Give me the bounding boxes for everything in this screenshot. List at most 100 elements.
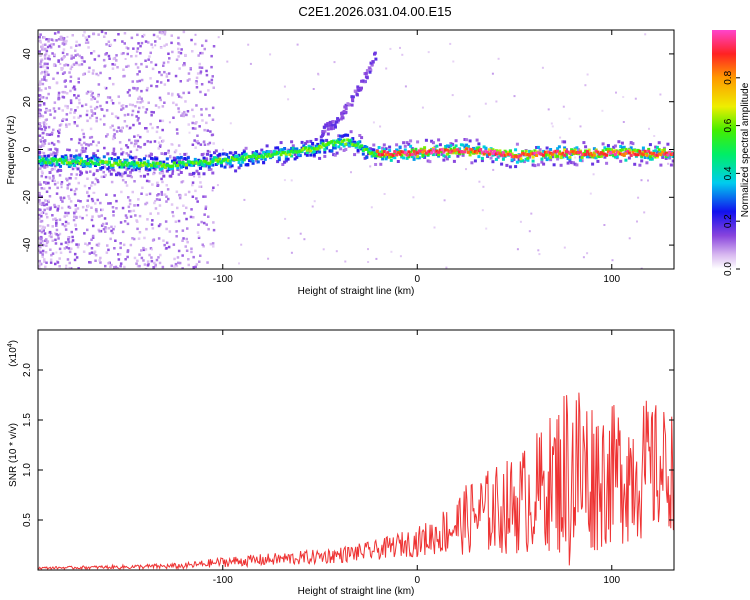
- spectrogram-noise-cell: [180, 96, 183, 99]
- spectrogram-noise-cell: [129, 243, 133, 247]
- spectrogram-ridge-cell: [643, 149, 647, 153]
- spectrogram-ridge-cell: [417, 156, 421, 160]
- spectrogram-ridge-cell: [269, 150, 273, 153]
- spectrogram-ridge-cell: [290, 154, 294, 158]
- spectrogram-ridge-cell: [648, 143, 652, 147]
- spectrogram-ridge-cell: [654, 149, 658, 153]
- spectrogram-noise-cell: [158, 96, 162, 100]
- spectrogram-ridge-cell: [391, 154, 395, 157]
- snr-y-multiplier-base: (x10: [8, 347, 19, 367]
- spectrogram-noise-cell: [636, 220, 638, 223]
- spectrogram-noise-cell: [64, 85, 67, 88]
- spectrogram-ridge-cell: [613, 152, 617, 156]
- spectrogram-branch-cell: [351, 98, 354, 101]
- spectrogram-noise-cell: [40, 48, 44, 51]
- spectrogram-noise-cell: [168, 57, 171, 60]
- spectrogram-ridge-cell: [640, 152, 644, 156]
- spectrogram-ridge-cell: [484, 149, 488, 153]
- spectrogram-noise-cell: [69, 101, 73, 105]
- spectrogram-noise-cell: [70, 165, 73, 168]
- spectrogram-noise-cell: [155, 258, 159, 262]
- spectrogram-noise-cell: [194, 33, 197, 36]
- spectrogram-noise-cell: [175, 103, 178, 107]
- spectrogram-noise-cell: [46, 109, 50, 112]
- spectrogram-ridge-cell: [80, 171, 83, 175]
- spectrogram-noise-cell: [38, 144, 41, 147]
- spectrogram-ridge-cell: [360, 147, 364, 151]
- spectrogram-ridge-cell: [232, 154, 236, 157]
- spectrogram-ridge-cell: [636, 153, 640, 157]
- spectrogram-noise-cell: [122, 52, 125, 55]
- spectrogram-noise-cell: [207, 215, 210, 218]
- spectrogram-ridge-cell: [402, 150, 406, 154]
- spectrogram-noise-cell: [81, 146, 84, 150]
- spectrogram-noise-cell: [91, 72, 95, 75]
- spectrogram-ridge-cell: [615, 150, 619, 154]
- spectrogram-noise-cell: [43, 78, 46, 81]
- spectrogram-ridge-cell: [601, 149, 605, 153]
- spectrogram-ridge-cell: [589, 151, 593, 155]
- spectrogram-noise-cell: [199, 185, 203, 188]
- spectrogram-noise-cell: [49, 113, 52, 116]
- spectrogram-noise-cell: [46, 66, 49, 70]
- spectrogram-noise-cell: [43, 55, 47, 58]
- spectrogram-noise-cell: [77, 94, 80, 98]
- spectrogram-noise-cell: [108, 96, 112, 99]
- spectrogram-ridge-cell: [172, 161, 176, 165]
- spectrogram-ridge-cell: [409, 150, 413, 154]
- spectrogram-ridge-cell: [230, 158, 234, 162]
- spectrogram-ridge-cell: [671, 159, 674, 163]
- spectrogram-ridge-cell: [456, 150, 460, 154]
- spectrogram-noise-cell: [117, 126, 120, 129]
- spectrogram-ridge-cell: [356, 148, 360, 152]
- spectrogram-ridge-cell: [67, 165, 71, 168]
- spectrogram-ridge-cell: [538, 152, 542, 156]
- spectrogram-noise-cell: [63, 91, 67, 94]
- spectrogram-ridge-cell: [150, 152, 153, 156]
- spectrogram-ridge-cell: [395, 143, 399, 147]
- spectrogram-noise-cell: [39, 125, 42, 128]
- spectrogram-noise-cell: [154, 263, 157, 267]
- spectrogram-ridge-cell: [220, 161, 223, 165]
- spectrogram-ridge-cell: [339, 142, 343, 146]
- spectrogram-ridge-cell: [74, 154, 78, 158]
- spectrogram-ridge-cell: [101, 159, 104, 163]
- spectrogram-noise-cell: [38, 110, 41, 114]
- spectrogram-noise-cell: [287, 98, 290, 101]
- spectrogram-branch-cell: [350, 95, 354, 99]
- spectrogram-noise-cell: [144, 248, 148, 251]
- spectrogram-noise-cell: [208, 150, 211, 154]
- spectrogram-noise-cell: [170, 41, 173, 45]
- spectrogram-noise-cell: [52, 128, 55, 132]
- spectrogram-ridge-cell: [526, 158, 530, 162]
- spectrogram-ridge-cell: [575, 146, 579, 150]
- spectrogram-noise-cell: [114, 239, 117, 242]
- spectrogram-noise-cell: [126, 250, 130, 254]
- spectrogram-noise-cell: [175, 190, 179, 193]
- spectrogram-noise-cell: [150, 223, 154, 226]
- spectrogram-noise-cell: [156, 80, 159, 83]
- spectrogram-noise-cell: [39, 246, 42, 249]
- spectrogram-ridge-cell: [76, 162, 80, 166]
- spectrogram-noise-cell: [146, 260, 150, 263]
- spectrogram-noise-cell: [267, 257, 270, 260]
- spectrogram-noise-cell: [163, 33, 167, 36]
- spectrogram-ridge-cell: [382, 143, 386, 147]
- spectrogram-ridge-cell: [113, 152, 117, 156]
- spectrogram-ridge-cell: [424, 151, 428, 155]
- spectrogram-noise-cell: [194, 127, 197, 130]
- spectrogram-noise-cell: [65, 246, 68, 249]
- spectrogram-noise-cell: [50, 131, 54, 135]
- spectrogram-ridge-cell: [533, 153, 537, 157]
- spectrogram-noise-cell: [45, 38, 48, 41]
- spectrogram-noise-cell: [71, 235, 74, 239]
- spectrogram-noise-cell: [372, 121, 375, 124]
- snr-panel: -100 0 100 0.51.01.52.0 Height of straight…: [7, 329, 675, 597]
- spectrogram-ridge-cell: [319, 141, 323, 145]
- spectrogram-noise-cell: [212, 228, 216, 232]
- spectrogram-ridge-cell: [347, 139, 351, 143]
- spectrogram-noise-cell: [497, 57, 500, 60]
- spectrogram-noise-cell: [212, 86, 215, 89]
- spectrogram-noise-cell: [79, 170, 82, 173]
- spectrogram-ridge-cell: [514, 148, 518, 152]
